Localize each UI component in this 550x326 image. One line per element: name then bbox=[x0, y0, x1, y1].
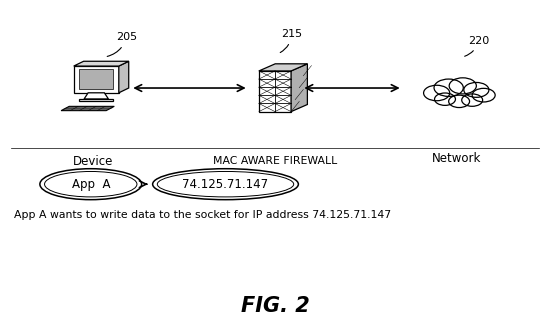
Circle shape bbox=[424, 85, 450, 101]
Ellipse shape bbox=[45, 171, 137, 197]
Circle shape bbox=[449, 95, 470, 108]
Text: 215: 215 bbox=[280, 29, 302, 52]
Polygon shape bbox=[119, 61, 129, 93]
Polygon shape bbox=[61, 106, 114, 111]
Circle shape bbox=[464, 82, 489, 97]
Ellipse shape bbox=[153, 169, 298, 200]
Circle shape bbox=[461, 94, 483, 106]
Polygon shape bbox=[84, 93, 108, 99]
Ellipse shape bbox=[434, 85, 486, 102]
Polygon shape bbox=[74, 61, 129, 66]
Text: FIG. 2: FIG. 2 bbox=[241, 296, 309, 317]
Text: App  A: App A bbox=[72, 178, 110, 191]
Text: 205: 205 bbox=[107, 33, 137, 56]
Text: 220: 220 bbox=[465, 36, 489, 56]
Ellipse shape bbox=[40, 169, 142, 200]
Circle shape bbox=[434, 79, 463, 96]
Polygon shape bbox=[259, 64, 307, 71]
Text: App A wants to write data to the socket for IP address 74.125.71.147: App A wants to write data to the socket … bbox=[14, 210, 391, 220]
Polygon shape bbox=[79, 69, 113, 89]
Ellipse shape bbox=[157, 171, 294, 197]
Circle shape bbox=[472, 88, 495, 102]
Text: MAC AWARE FIREWALL: MAC AWARE FIREWALL bbox=[213, 156, 337, 167]
Polygon shape bbox=[79, 99, 113, 101]
Text: Device: Device bbox=[73, 155, 114, 168]
Text: 74.125.71.147: 74.125.71.147 bbox=[183, 178, 268, 191]
Polygon shape bbox=[259, 71, 291, 111]
Circle shape bbox=[449, 78, 476, 94]
Polygon shape bbox=[291, 64, 307, 111]
Text: Network: Network bbox=[432, 152, 481, 165]
Polygon shape bbox=[74, 66, 119, 93]
Circle shape bbox=[434, 93, 455, 105]
